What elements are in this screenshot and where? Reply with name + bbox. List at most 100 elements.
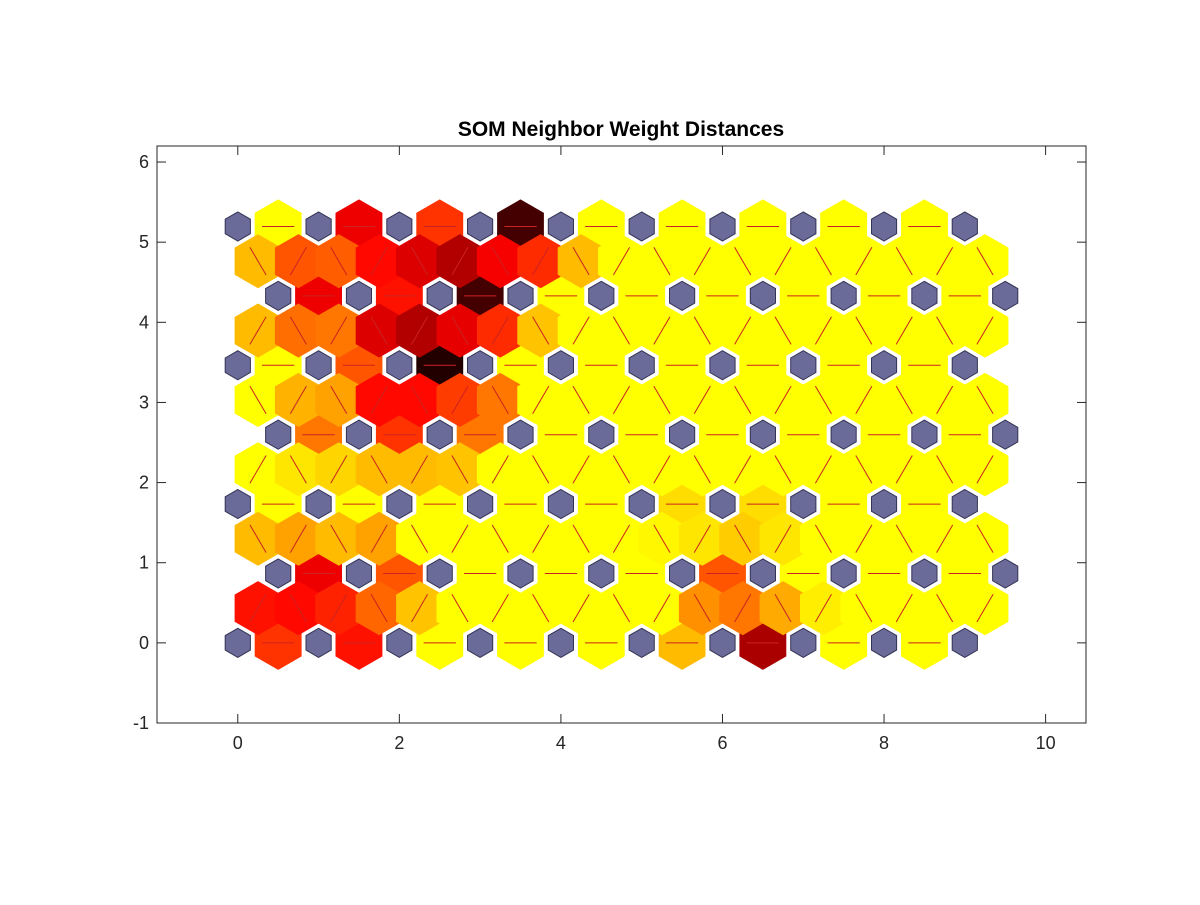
link-line xyxy=(774,455,792,484)
neuron-marker xyxy=(305,211,332,242)
link-line xyxy=(976,594,994,623)
link-line xyxy=(693,385,711,415)
neuron-markers xyxy=(224,211,1019,658)
link-line xyxy=(411,247,429,276)
chart-title: SOM Neighbor Weight Distances xyxy=(458,118,784,141)
link-line xyxy=(814,455,832,484)
link-line xyxy=(289,524,307,553)
link-line xyxy=(612,594,631,623)
neuron-marker xyxy=(426,419,453,450)
link-line xyxy=(289,455,307,484)
link-line xyxy=(653,385,671,415)
neuron-marker xyxy=(749,280,776,311)
link-line xyxy=(370,455,388,484)
link-line xyxy=(976,247,994,276)
x-tick-label: 2 xyxy=(394,733,404,753)
link-line xyxy=(936,594,954,623)
link-line xyxy=(936,385,954,415)
neuron-marker xyxy=(386,627,413,658)
neuron-marker xyxy=(992,558,1019,589)
link-line xyxy=(411,524,429,553)
link-line xyxy=(895,455,913,484)
neuron-marker xyxy=(871,211,898,242)
link-line xyxy=(612,316,631,345)
neuron-marker xyxy=(749,558,776,589)
link-line xyxy=(370,316,388,345)
neuron-marker xyxy=(911,280,938,311)
neuron-marker xyxy=(951,350,978,381)
neuron-marker xyxy=(628,211,655,242)
link-line xyxy=(451,455,469,484)
link-line xyxy=(249,455,267,484)
link-line xyxy=(572,247,590,276)
neuron-marker xyxy=(224,211,251,242)
neuron-marker xyxy=(224,488,251,520)
link-line xyxy=(734,524,752,553)
link-line xyxy=(814,385,832,415)
x-axis-ticks: 0 2 4 6 8 10 xyxy=(233,146,1056,753)
link-line xyxy=(532,385,550,415)
neuron-marker xyxy=(467,488,494,520)
y-tick-label: 3 xyxy=(139,392,149,412)
link-line xyxy=(451,316,469,345)
link-line xyxy=(249,316,267,345)
neuron-marker xyxy=(224,627,251,658)
link-line xyxy=(855,455,873,484)
link-line xyxy=(370,594,388,623)
link-line xyxy=(491,455,509,484)
link-line xyxy=(653,455,671,484)
axes-box xyxy=(156,145,1087,724)
link-line xyxy=(855,594,873,623)
neuron-marker xyxy=(871,350,898,381)
neuron-marker xyxy=(345,419,372,450)
y-tick-label: 5 xyxy=(139,232,149,252)
link-line xyxy=(774,385,792,415)
neuron-marker xyxy=(951,488,978,520)
neuron-marker xyxy=(265,280,292,311)
link-line xyxy=(532,455,550,484)
link-line xyxy=(491,524,509,553)
link-line xyxy=(411,455,429,484)
link-line xyxy=(774,316,792,345)
neuron-marker xyxy=(588,280,615,311)
link-line xyxy=(976,316,994,345)
link-line xyxy=(612,455,631,484)
neuron-marker xyxy=(467,350,494,381)
neuron-marker xyxy=(386,211,413,242)
link-line xyxy=(330,524,348,553)
link-line xyxy=(774,524,792,553)
link-line xyxy=(451,594,469,623)
neuron-marker xyxy=(628,488,655,520)
link-line xyxy=(330,385,348,415)
link-line xyxy=(855,385,873,415)
link-line xyxy=(693,594,711,623)
link-line xyxy=(612,385,631,415)
link-line xyxy=(249,524,267,553)
y-tick-label: 1 xyxy=(139,553,149,573)
link-line xyxy=(532,524,550,553)
link-line xyxy=(330,594,348,623)
link-line xyxy=(491,385,509,415)
neuron-marker xyxy=(790,488,817,520)
link-line xyxy=(572,385,590,415)
x-tick-label: 8 xyxy=(879,733,889,753)
link-line xyxy=(895,594,913,623)
link-line xyxy=(370,385,388,415)
link-line xyxy=(653,316,671,345)
link-line xyxy=(774,247,792,276)
neuron-marker xyxy=(547,488,574,520)
neuron-marker xyxy=(709,627,736,658)
link-line xyxy=(370,247,388,276)
link-line xyxy=(451,524,469,553)
link-line xyxy=(289,594,307,623)
link-line xyxy=(653,247,671,276)
neuron-marker xyxy=(951,211,978,242)
link-line xyxy=(532,594,550,623)
link-line xyxy=(895,316,913,345)
link-line xyxy=(330,247,348,276)
neuron-marker xyxy=(830,419,857,450)
link-line xyxy=(855,524,873,553)
link-line xyxy=(936,455,954,484)
neuron-marker xyxy=(547,211,574,242)
link-line xyxy=(814,247,832,276)
